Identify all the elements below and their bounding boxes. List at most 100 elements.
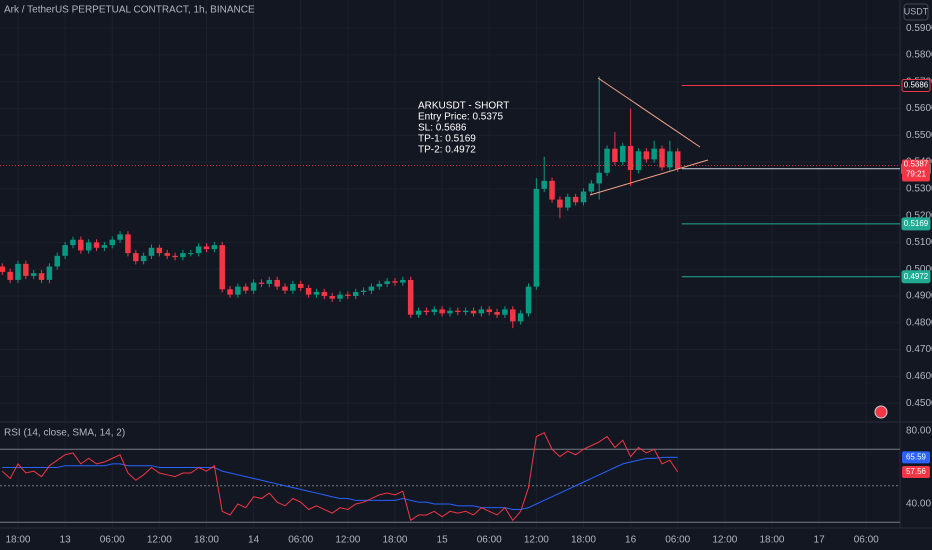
candle-body xyxy=(188,253,194,255)
currency-button[interactable] xyxy=(903,3,929,21)
level-label-box xyxy=(901,270,931,284)
candle-body xyxy=(392,281,398,283)
candle-body xyxy=(565,196,571,208)
candle-body xyxy=(282,286,288,291)
candle-body xyxy=(305,287,312,295)
candle-body xyxy=(376,283,383,287)
candle-body xyxy=(38,273,45,280)
candle-body xyxy=(85,242,92,251)
candle-body xyxy=(486,309,492,313)
candle-body xyxy=(313,291,320,295)
rsi-pane: 80.00 40.00 57.56 65.59 xyxy=(0,426,931,523)
candle-body xyxy=(368,286,375,291)
annotation: TP-2: 0.4972 xyxy=(418,145,476,156)
level-label-box xyxy=(901,78,931,92)
candle-body xyxy=(502,309,508,315)
candle-body xyxy=(635,151,642,171)
level-label: 0.5169 xyxy=(904,219,929,228)
candle-body xyxy=(266,279,273,284)
x-tick-label: 18:00 xyxy=(382,535,407,546)
candle-body xyxy=(572,196,579,203)
candle-body xyxy=(140,255,147,262)
annotation: TP-1: 0.5169 xyxy=(418,134,476,145)
level-label-box xyxy=(901,217,931,231)
candle-body xyxy=(423,310,430,313)
x-tick-label: 14 xyxy=(248,535,260,546)
x-tick-label: 06:00 xyxy=(477,535,502,546)
candle-body xyxy=(70,239,76,246)
last-value-box xyxy=(902,451,930,464)
level-label: 0.4972 xyxy=(904,272,929,281)
candle-body xyxy=(0,266,6,272)
x-tick-label: 12:00 xyxy=(712,535,737,546)
currency[interactable]: USDT xyxy=(904,6,929,16)
candle-body xyxy=(321,291,328,296)
candle-body xyxy=(235,286,241,295)
candle-body xyxy=(525,286,532,314)
x-tick-label: 18:00 xyxy=(5,535,30,546)
rsi-line xyxy=(1,432,679,522)
icon[interactable] xyxy=(874,405,888,419)
candle-body xyxy=(455,310,461,313)
candle-body xyxy=(478,309,485,314)
candle-body xyxy=(604,148,610,173)
chart-title: Ark / TetherUS PERPETUAL CONTRACT, 1h, B… xyxy=(4,5,255,16)
candle-body xyxy=(588,183,595,192)
x-tick-label: 18:00 xyxy=(759,535,784,546)
candle-body xyxy=(180,253,186,258)
x-tick-label: 17 xyxy=(814,535,826,546)
candle-body xyxy=(164,253,170,256)
candle-body xyxy=(674,151,681,169)
candle-body xyxy=(172,255,178,258)
x-tick-label: 16 xyxy=(625,535,637,546)
candle-body xyxy=(133,253,139,262)
candle-body xyxy=(101,245,108,248)
candle-body xyxy=(250,282,257,291)
candle-body xyxy=(533,188,540,287)
candle-body xyxy=(62,245,68,256)
candle-body xyxy=(470,310,477,314)
x-tick-label: 12:00 xyxy=(147,535,172,546)
candle-body xyxy=(203,246,210,250)
last-value-box xyxy=(902,465,930,478)
candle-body xyxy=(148,247,155,256)
candle-body xyxy=(156,247,163,254)
candle-body xyxy=(620,145,626,163)
candle-body xyxy=(30,273,37,276)
rsi-line xyxy=(2,456,678,510)
candle-body xyxy=(431,309,438,313)
candle-body xyxy=(54,255,61,267)
rsi-title: RSI (14, close, SMA, 14, 2) xyxy=(4,428,125,439)
last-value-label: 57.56 xyxy=(906,467,927,476)
candle-body xyxy=(337,294,343,299)
candle-body xyxy=(407,279,414,315)
trendline xyxy=(597,77,701,148)
candle-body xyxy=(274,279,280,287)
last-price-box xyxy=(902,159,930,182)
candle-body xyxy=(345,294,351,296)
level-label: 0.5686 xyxy=(904,81,929,90)
x-tick-label: 06:00 xyxy=(665,535,690,546)
candle-body xyxy=(651,148,657,160)
candle-body xyxy=(517,313,524,322)
candle-body xyxy=(580,191,587,203)
candle-body xyxy=(667,151,673,168)
candle-body xyxy=(612,148,618,163)
candle-body xyxy=(557,199,563,208)
candle-body xyxy=(195,246,202,254)
candle-body xyxy=(297,283,304,288)
candle-body xyxy=(78,239,84,251)
countdown: 79:21 xyxy=(906,170,927,179)
x-tick-label: 06:00 xyxy=(100,535,125,546)
candle-body xyxy=(415,310,422,315)
